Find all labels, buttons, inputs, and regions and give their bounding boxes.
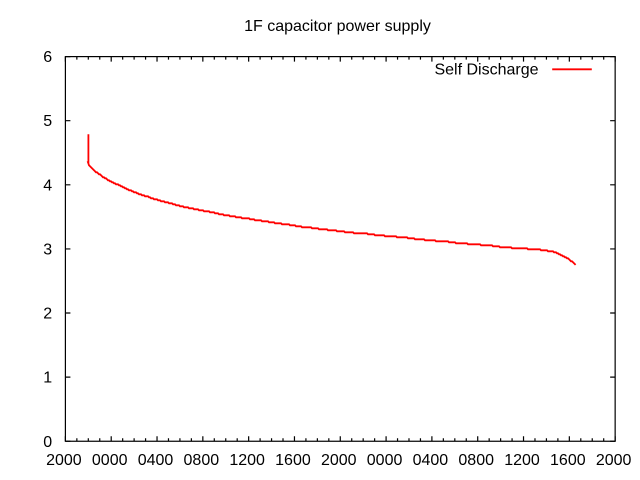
svg-text:0800: 0800 xyxy=(184,452,220,469)
svg-text:2000: 2000 xyxy=(46,452,82,469)
svg-text:2000: 2000 xyxy=(321,452,357,469)
svg-text:1600: 1600 xyxy=(550,452,586,469)
svg-text:0: 0 xyxy=(43,434,52,451)
svg-text:3: 3 xyxy=(43,241,52,258)
svg-text:0400: 0400 xyxy=(413,452,449,469)
svg-text:2: 2 xyxy=(43,306,52,323)
svg-text:1F capacitor power supply: 1F capacitor power supply xyxy=(244,18,431,35)
svg-text:4: 4 xyxy=(43,177,52,194)
svg-text:2000: 2000 xyxy=(596,452,632,469)
svg-text:1: 1 xyxy=(43,370,52,387)
svg-text:6: 6 xyxy=(43,49,52,66)
svg-text:1200: 1200 xyxy=(504,452,540,469)
svg-text:0000: 0000 xyxy=(367,452,403,469)
svg-text:0400: 0400 xyxy=(138,452,174,469)
svg-text:1600: 1600 xyxy=(275,452,311,469)
svg-text:0800: 0800 xyxy=(458,452,494,469)
svg-text:5: 5 xyxy=(43,113,52,130)
svg-text:0000: 0000 xyxy=(92,452,128,469)
svg-text:1200: 1200 xyxy=(229,452,265,469)
svg-text:Self Discharge: Self Discharge xyxy=(434,62,538,79)
